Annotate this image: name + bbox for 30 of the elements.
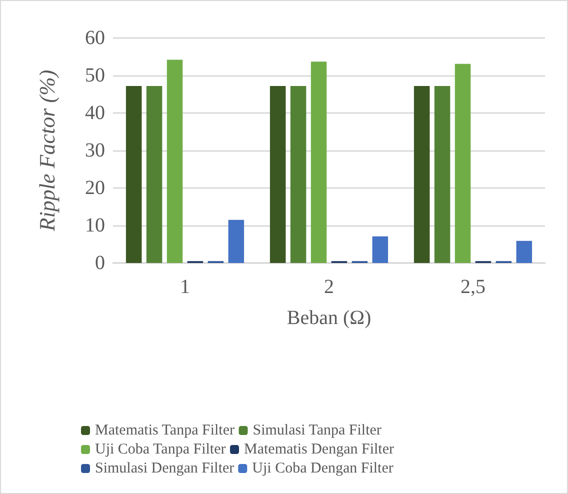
legend-label: Uji Coba Dengan Filter (252, 460, 394, 476)
x-tick-label: 2 (324, 276, 334, 298)
legend-label: Simulasi Tanpa Filter (252, 422, 382, 438)
legend-label: Matematis Dengan Filter (244, 442, 394, 458)
bar (372, 236, 388, 263)
x-tick-label: 1 (180, 276, 190, 298)
bar (228, 220, 244, 263)
bar (414, 86, 430, 263)
y-tick-label: 50 (85, 64, 105, 86)
bar (146, 86, 162, 263)
y-axis-title: Ripple Factor (%) (34, 70, 60, 232)
x-tick-label: 2,5 (460, 276, 486, 298)
y-tick-label: 60 (85, 27, 105, 49)
bar (290, 86, 306, 263)
legend-label: Simulasi Dengan Filter (95, 460, 234, 476)
y-tick-label: 20 (85, 177, 105, 199)
bar (166, 60, 183, 263)
x-axis-title: Beban (Ω) (286, 307, 372, 329)
bar (126, 86, 142, 263)
bar (310, 62, 327, 263)
y-tick-label: 40 (85, 102, 105, 124)
bar (454, 64, 471, 263)
y-tick-label: 0 (95, 252, 105, 274)
legend-label: Matematis Tanpa Filter (95, 422, 234, 438)
bar (270, 86, 286, 263)
y-tick-label: 10 (85, 214, 105, 236)
bar (516, 240, 532, 263)
legend-label: Uji Coba Tanpa Filter (95, 442, 226, 458)
bar (434, 86, 450, 263)
y-tick-label: 30 (85, 140, 105, 162)
